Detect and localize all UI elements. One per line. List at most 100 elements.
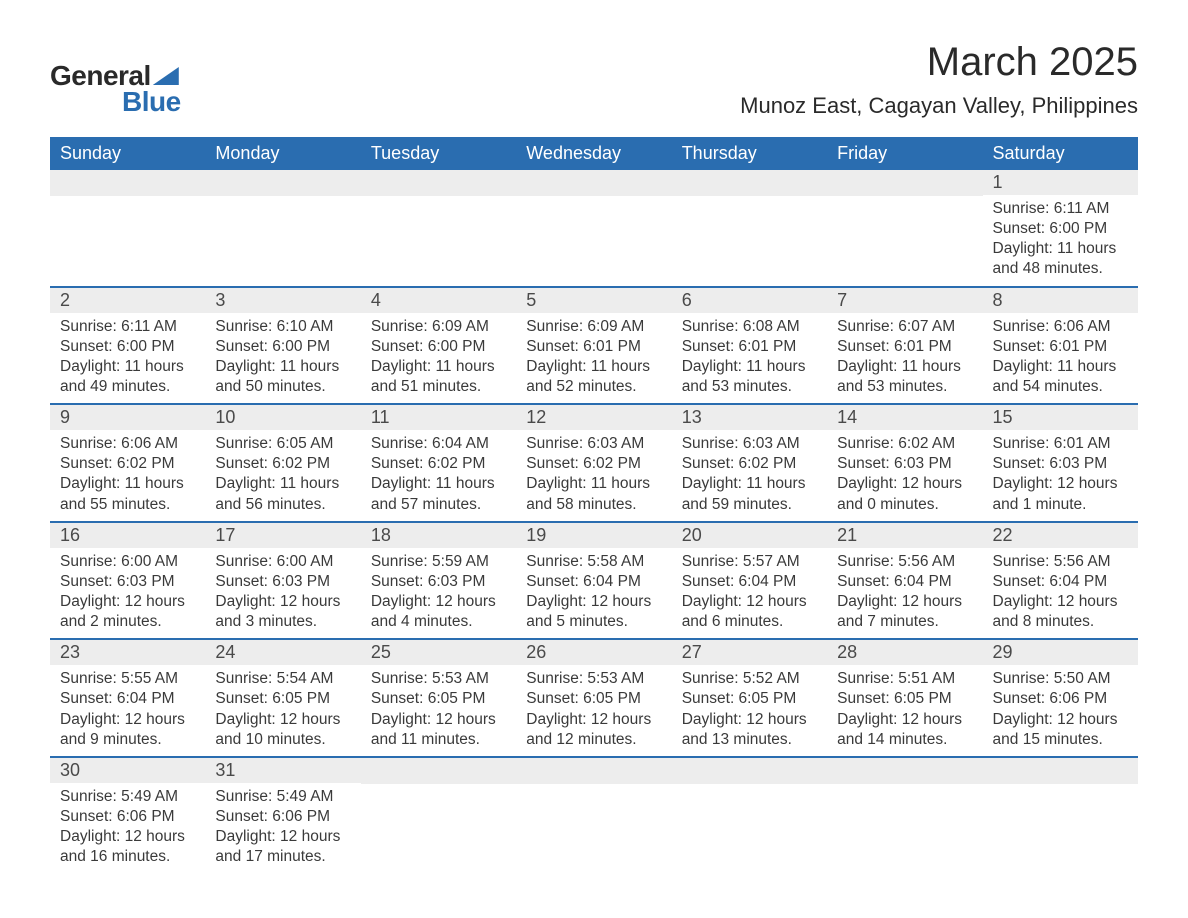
calendar-cell	[516, 757, 671, 874]
day-line: Sunset: 6:06 PM	[60, 807, 195, 827]
day-number: 10	[205, 405, 360, 430]
weekday-header-row: SundayMondayTuesdayWednesdayThursdayFrid…	[50, 137, 1138, 170]
day-line: Sunrise: 6:00 AM	[60, 552, 195, 572]
day-number: 22	[983, 523, 1138, 548]
day-number: 21	[827, 523, 982, 548]
day-line: and 51 minutes.	[371, 377, 506, 397]
day-line: Daylight: 12 hours	[60, 592, 195, 612]
day-line: Sunset: 6:05 PM	[215, 689, 350, 709]
day-number: 5	[516, 288, 671, 313]
calendar-cell: 24Sunrise: 5:54 AMSunset: 6:05 PMDayligh…	[205, 639, 360, 757]
day-number	[672, 170, 827, 196]
day-body: Sunrise: 5:50 AMSunset: 6:06 PMDaylight:…	[983, 665, 1138, 756]
day-body	[205, 196, 360, 256]
calendar-cell: 9Sunrise: 6:06 AMSunset: 6:02 PMDaylight…	[50, 404, 205, 522]
day-line: Sunset: 6:02 PM	[215, 454, 350, 474]
day-body: Sunrise: 6:05 AMSunset: 6:02 PMDaylight:…	[205, 430, 360, 521]
day-body: Sunrise: 5:56 AMSunset: 6:04 PMDaylight:…	[983, 548, 1138, 639]
calendar-cell: 21Sunrise: 5:56 AMSunset: 6:04 PMDayligh…	[827, 522, 982, 640]
day-line: Sunrise: 5:49 AM	[215, 787, 350, 807]
day-line: Daylight: 12 hours	[215, 827, 350, 847]
day-number: 25	[361, 640, 516, 665]
day-number: 16	[50, 523, 205, 548]
day-number: 29	[983, 640, 1138, 665]
day-line: and 10 minutes.	[215, 730, 350, 750]
day-line: Sunrise: 6:03 AM	[526, 434, 661, 454]
calendar-cell	[827, 757, 982, 874]
day-line: Daylight: 12 hours	[993, 592, 1128, 612]
day-line: and 5 minutes.	[526, 612, 661, 632]
day-line: Daylight: 12 hours	[837, 592, 972, 612]
day-number	[827, 758, 982, 784]
day-line: and 13 minutes.	[682, 730, 817, 750]
calendar-cell: 30Sunrise: 5:49 AMSunset: 6:06 PMDayligh…	[50, 757, 205, 874]
day-body: Sunrise: 6:04 AMSunset: 6:02 PMDaylight:…	[361, 430, 516, 521]
day-line: Sunset: 6:01 PM	[526, 337, 661, 357]
day-line: and 56 minutes.	[215, 495, 350, 515]
day-line: Sunrise: 5:49 AM	[60, 787, 195, 807]
calendar-cell: 1Sunrise: 6:11 AMSunset: 6:00 PMDaylight…	[983, 170, 1138, 287]
calendar-cell: 28Sunrise: 5:51 AMSunset: 6:05 PMDayligh…	[827, 639, 982, 757]
day-body: Sunrise: 5:51 AMSunset: 6:05 PMDaylight:…	[827, 665, 982, 756]
calendar-week-row: 30Sunrise: 5:49 AMSunset: 6:06 PMDayligh…	[50, 757, 1138, 874]
calendar-cell	[827, 170, 982, 287]
day-line: and 7 minutes.	[837, 612, 972, 632]
day-number: 20	[672, 523, 827, 548]
day-line: Daylight: 11 hours	[371, 357, 506, 377]
weekday-header: Wednesday	[516, 137, 671, 170]
calendar-cell: 25Sunrise: 5:53 AMSunset: 6:05 PMDayligh…	[361, 639, 516, 757]
day-number	[983, 758, 1138, 784]
day-body	[827, 784, 982, 844]
day-line: and 9 minutes.	[60, 730, 195, 750]
day-line: Sunset: 6:05 PM	[837, 689, 972, 709]
day-number: 6	[672, 288, 827, 313]
day-number: 19	[516, 523, 671, 548]
day-line: Daylight: 12 hours	[682, 710, 817, 730]
calendar-table: SundayMondayTuesdayWednesdayThursdayFrid…	[50, 137, 1138, 873]
day-number: 12	[516, 405, 671, 430]
day-line: Sunset: 6:04 PM	[526, 572, 661, 592]
day-line: and 52 minutes.	[526, 377, 661, 397]
calendar-cell: 8Sunrise: 6:06 AMSunset: 6:01 PMDaylight…	[983, 287, 1138, 405]
weekday-header: Saturday	[983, 137, 1138, 170]
day-number	[50, 170, 205, 196]
day-line: Sunrise: 6:01 AM	[993, 434, 1128, 454]
location-subtitle: Munoz East, Cagayan Valley, Philippines	[740, 93, 1138, 119]
day-number	[205, 170, 360, 196]
calendar-cell	[361, 757, 516, 874]
calendar-cell: 31Sunrise: 5:49 AMSunset: 6:06 PMDayligh…	[205, 757, 360, 874]
day-line: Sunset: 6:01 PM	[837, 337, 972, 357]
day-line: Sunset: 6:04 PM	[837, 572, 972, 592]
weekday-header: Thursday	[672, 137, 827, 170]
day-body: Sunrise: 5:49 AMSunset: 6:06 PMDaylight:…	[205, 783, 360, 874]
day-line: Sunrise: 6:02 AM	[837, 434, 972, 454]
day-body	[361, 196, 516, 256]
weekday-header: Monday	[205, 137, 360, 170]
logo-text-blue: Blue	[122, 86, 181, 118]
calendar-cell	[205, 170, 360, 287]
day-number: 1	[983, 170, 1138, 195]
day-line: and 3 minutes.	[215, 612, 350, 632]
calendar-week-row: 23Sunrise: 5:55 AMSunset: 6:04 PMDayligh…	[50, 639, 1138, 757]
day-line: and 57 minutes.	[371, 495, 506, 515]
day-number: 30	[50, 758, 205, 783]
calendar-cell	[361, 170, 516, 287]
day-line: Daylight: 12 hours	[993, 474, 1128, 494]
calendar-cell	[672, 170, 827, 287]
day-line: Sunrise: 5:52 AM	[682, 669, 817, 689]
day-line: Daylight: 11 hours	[993, 357, 1128, 377]
calendar-cell: 18Sunrise: 5:59 AMSunset: 6:03 PMDayligh…	[361, 522, 516, 640]
day-line: Sunset: 6:04 PM	[60, 689, 195, 709]
calendar-cell: 26Sunrise: 5:53 AMSunset: 6:05 PMDayligh…	[516, 639, 671, 757]
day-body: Sunrise: 6:01 AMSunset: 6:03 PMDaylight:…	[983, 430, 1138, 521]
day-line: Daylight: 11 hours	[682, 357, 817, 377]
calendar-cell: 7Sunrise: 6:07 AMSunset: 6:01 PMDaylight…	[827, 287, 982, 405]
day-body: Sunrise: 6:06 AMSunset: 6:02 PMDaylight:…	[50, 430, 205, 521]
day-body	[50, 196, 205, 256]
day-body: Sunrise: 6:03 AMSunset: 6:02 PMDaylight:…	[516, 430, 671, 521]
day-line: Sunrise: 6:09 AM	[526, 317, 661, 337]
day-number: 3	[205, 288, 360, 313]
calendar-cell: 22Sunrise: 5:56 AMSunset: 6:04 PMDayligh…	[983, 522, 1138, 640]
day-body: Sunrise: 6:00 AMSunset: 6:03 PMDaylight:…	[50, 548, 205, 639]
calendar-cell: 4Sunrise: 6:09 AMSunset: 6:00 PMDaylight…	[361, 287, 516, 405]
